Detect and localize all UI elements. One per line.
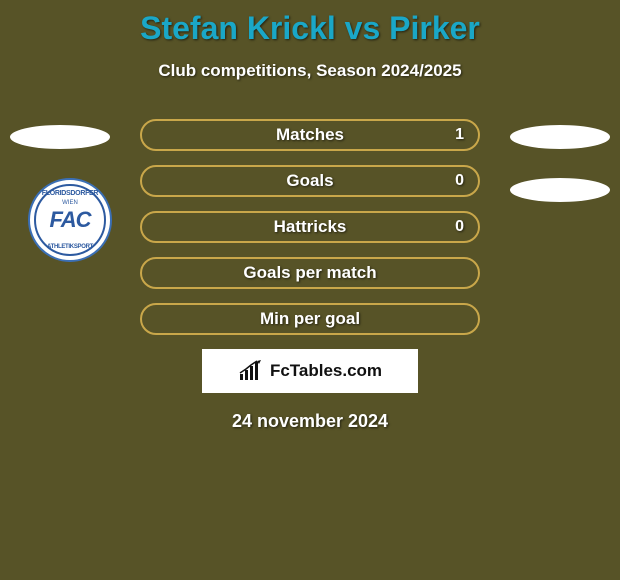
chart-icon: [238, 360, 264, 382]
stat-label: Goals per match: [243, 263, 376, 283]
badge-bottom-text: ATHLETIKSPORT: [36, 244, 104, 250]
stats-container: Matches 1 Goals 0 Hattricks 0 Goals per …: [140, 119, 480, 335]
stat-label: Matches: [276, 125, 344, 145]
stat-row-hattricks: Hattricks 0: [140, 211, 480, 243]
brand-text: FcTables.com: [270, 361, 382, 381]
subtitle: Club competitions, Season 2024/2025: [0, 61, 620, 81]
stat-label: Min per goal: [260, 309, 360, 329]
page-title: Stefan Krickl vs Pirker: [0, 0, 620, 47]
right-avatar-placeholder-1: [510, 125, 610, 149]
brand-box: FcTables.com: [202, 349, 418, 393]
badge-wien: WIEN: [62, 200, 78, 206]
stat-row-matches: Matches 1: [140, 119, 480, 151]
stat-value: 1: [455, 126, 464, 144]
stat-value: 0: [455, 218, 464, 236]
stat-label: Goals: [286, 171, 333, 191]
badge-main-text: FAC: [50, 207, 91, 233]
right-avatar-placeholder-2: [510, 178, 610, 202]
stat-row-goals-per-match: Goals per match: [140, 257, 480, 289]
badge-top-text: FLORIDSDORFER: [36, 190, 104, 197]
stat-value: 0: [455, 172, 464, 190]
stat-row-min-per-goal: Min per goal: [140, 303, 480, 335]
stat-row-goals: Goals 0: [140, 165, 480, 197]
club-badge: FLORIDSDORFER WIEN FAC ATHLETIKSPORT: [28, 178, 112, 262]
club-badge-inner: FLORIDSDORFER WIEN FAC ATHLETIKSPORT: [34, 184, 106, 256]
left-avatar-placeholder: [10, 125, 110, 149]
date-text: 24 november 2024: [0, 411, 620, 432]
stat-label: Hattricks: [274, 217, 347, 237]
